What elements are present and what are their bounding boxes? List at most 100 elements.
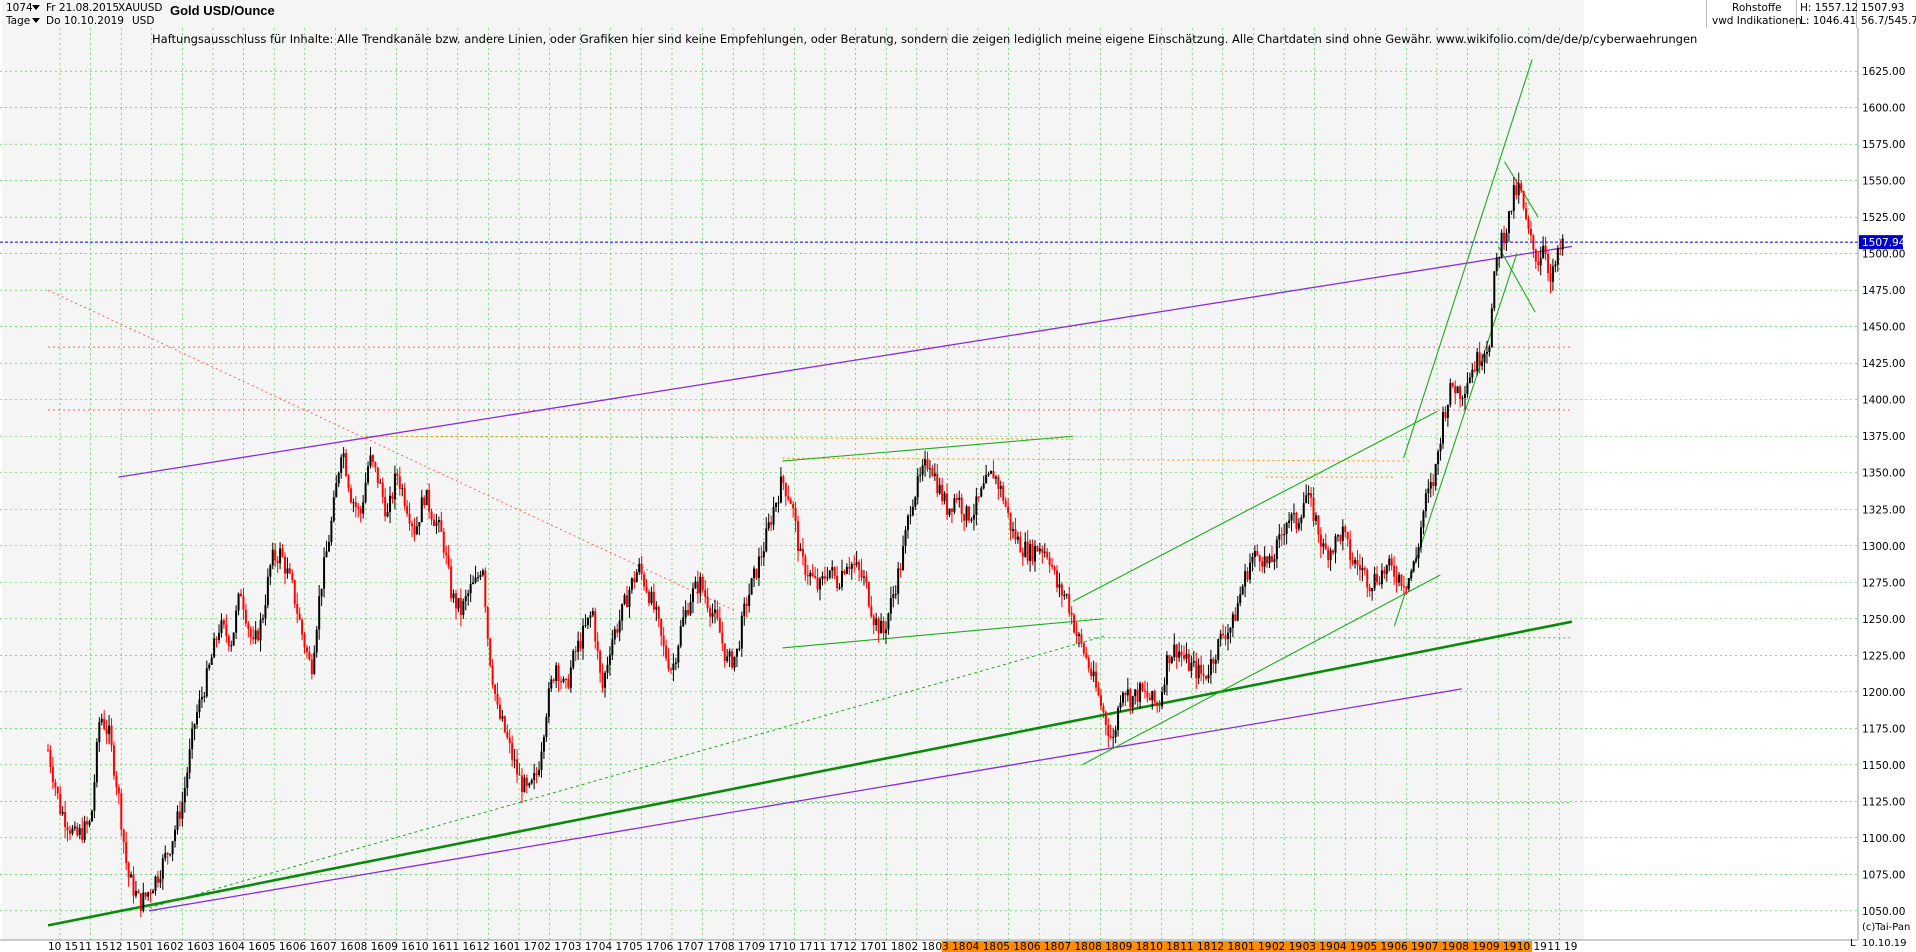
candle-body [567,678,570,688]
candle-body [1456,386,1459,394]
currency: USD [132,15,155,27]
candle-body [1520,183,1523,191]
candle-up [618,609,621,642]
trendline-green-range-top [782,435,1074,462]
candle-up [689,593,692,616]
candle-down [105,720,108,745]
candle-down [1346,531,1349,547]
candle-body [274,549,277,561]
candle-body [992,471,995,479]
candle-body [965,506,968,521]
candle-body [745,603,748,606]
candle-up [1283,523,1286,546]
candle-body [1161,692,1164,707]
candle-body [1205,675,1208,679]
candle-down [518,763,521,776]
candle-up [479,570,482,581]
candle-body [848,566,851,569]
candle-body [743,603,746,616]
candle-body [1031,544,1034,562]
candle-up [1542,236,1545,259]
candle-down [459,588,462,627]
candle-up [1239,586,1242,607]
candle-body [1141,683,1144,691]
candle-body [418,522,421,527]
candle-body [884,629,887,634]
period-dropdown[interactable] [30,14,44,26]
candle-down [1007,498,1010,518]
candle-body [640,563,643,575]
candle-body [469,584,472,594]
candle-body [1478,352,1481,366]
candle-body [1043,551,1046,553]
x-tick-label: 04 19 [1333,941,1363,952]
ratio-value: 56.7/545.7 [1861,15,1916,27]
candle-body [354,502,357,508]
candle-down [1400,574,1403,592]
candle-up [987,471,990,477]
candle-body [616,629,619,633]
candle-down [992,460,995,479]
candle-up [572,648,575,670]
candle-up [684,600,687,625]
candle-body [1539,258,1542,266]
candle-body [389,495,392,513]
candle-down [408,502,411,531]
candle-up [169,853,172,857]
candle-up [828,570,831,580]
y-tick-label: 1225.00 [1862,650,1905,662]
candle-up [569,660,572,693]
candle-body [557,665,560,682]
candle-down [801,538,804,566]
candle-down [1344,524,1347,538]
x-tick-label: 03 19 [1303,941,1333,952]
candle-body [178,811,181,819]
candle-body [1388,558,1391,566]
candle-up [61,806,64,816]
y-tick-label: 1150.00 [1862,760,1905,772]
candle-up [933,463,936,481]
candle-body [941,484,944,502]
candle-body [298,613,301,620]
candle-body [682,617,685,627]
candle-body [657,606,660,619]
candle-down [47,743,49,752]
candle-body [948,508,951,515]
candle-down [371,454,374,468]
candle-body [313,652,316,675]
candle-body [572,650,575,668]
candle-body [655,606,658,610]
candle-up [78,824,81,840]
candle-body [161,858,164,880]
candle-body [269,565,272,577]
chevron-down-icon [32,17,40,23]
candle-body [125,842,128,864]
candle-down [877,616,880,643]
candle-up [1483,350,1486,374]
y-tick-label: 1125.00 [1862,796,1905,808]
candle-body [357,507,360,509]
candle-body [1070,612,1073,615]
candle-up [562,676,565,684]
candle-body [105,729,108,735]
candle-up [469,574,472,602]
candle-up [203,691,206,703]
candle-body [797,521,800,552]
candle-body [1466,383,1469,395]
candle-down [112,741,115,780]
date-range-dropdown[interactable] [30,1,44,13]
candle-body [403,488,406,507]
candle-down [1036,545,1039,552]
candle-body [994,476,997,479]
candle-down [376,467,379,489]
current-price-box [1859,235,1903,250]
candle-up [713,599,716,624]
candle-body [1053,566,1056,571]
candle-down [56,786,59,800]
candle-body [203,696,206,698]
candle-body [968,506,971,521]
candle-body [1117,707,1120,731]
y-tick-label: 1425.00 [1862,358,1905,370]
current-price-label: 1507.94 [1862,237,1906,249]
candle-up [608,646,611,676]
